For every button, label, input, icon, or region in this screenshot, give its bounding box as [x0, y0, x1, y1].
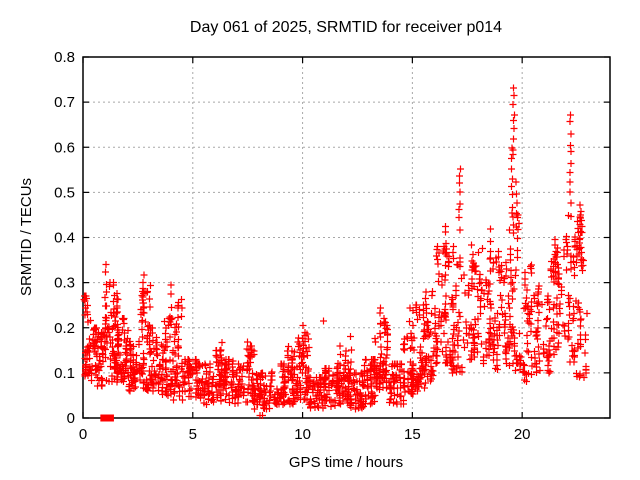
y-tick-label: 0.7 — [54, 94, 75, 111]
scatter-points — [80, 84, 591, 419]
x-tick-label: 15 — [404, 426, 421, 443]
y-tick-label: 0.1 — [54, 365, 75, 382]
plot-border — [82, 56, 611, 419]
y-tick-label: 0.2 — [54, 320, 75, 337]
data-points-path — [80, 84, 591, 419]
x-tick-label: 5 — [189, 426, 197, 443]
chart-title: Day 061 of 2025, SRMTID for receiver p01… — [190, 19, 502, 36]
x-tick-label: 10 — [294, 426, 311, 443]
y-tick-label: 0.5 — [54, 184, 75, 201]
y-axis-label: SRMTID / TECUs — [18, 178, 35, 296]
y-tick-label: 0 — [67, 410, 75, 427]
y-tick-label: 0.4 — [54, 230, 75, 247]
x-tick-label: 0 — [79, 426, 87, 443]
y-tick-label: 0.8 — [54, 49, 75, 66]
x-axis-label: GPS time / hours — [289, 454, 403, 471]
baseline-square-markers — [100, 414, 114, 422]
axis-text: Day 061 of 2025, SRMTID for receiver p01… — [18, 19, 502, 471]
y-tick-label: 0.3 — [54, 275, 75, 292]
tick-labels: 0 5 10 15 20 0 0.1 0.2 0.3 0.4 0.5 0.6 0.7 0.8 — [54, 49, 530, 443]
grid-lines — [83, 57, 610, 418]
x-tick-label: 20 — [514, 426, 531, 443]
baseline-square — [106, 414, 114, 422]
y-tick-label: 0.6 — [54, 139, 75, 156]
